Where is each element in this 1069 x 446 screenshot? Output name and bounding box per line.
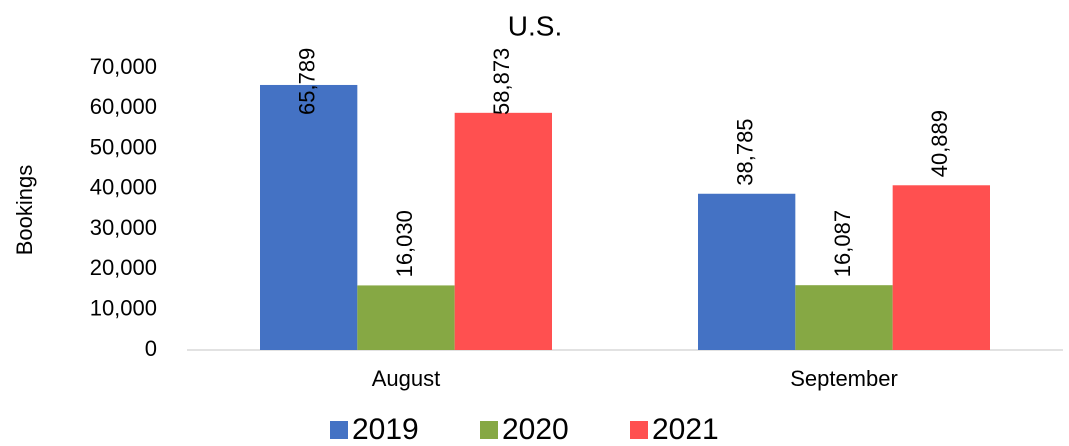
y-tick-label: 30,000	[90, 215, 157, 240]
bar	[357, 285, 455, 350]
legend-label: 2020	[502, 413, 569, 446]
x-tick-label: August	[372, 366, 441, 391]
bar	[454, 112, 552, 350]
y-axis-label: Bookings	[12, 165, 37, 256]
data-label: 16,087	[830, 210, 855, 277]
y-tick-label: 0	[145, 336, 157, 361]
y-tick-label: 10,000	[90, 296, 157, 321]
chart-title: U.S.	[508, 10, 562, 41]
data-label: 16,030	[392, 210, 417, 277]
bar	[260, 84, 358, 350]
data-label: 58,873	[489, 48, 514, 115]
bar	[795, 285, 893, 350]
y-tick-label: 60,000	[90, 94, 157, 119]
data-label: 40,889	[927, 110, 952, 177]
data-label: 38,785	[732, 118, 757, 185]
y-tick-label: 40,000	[90, 175, 157, 200]
data-label: 65,789	[294, 48, 319, 115]
bar	[698, 193, 796, 350]
y-tick-label: 70,000	[90, 54, 157, 79]
y-tick-label: 20,000	[90, 255, 157, 280]
y-tick-label: 50,000	[90, 134, 157, 159]
legend-swatch	[630, 421, 648, 439]
bar	[892, 185, 990, 350]
legend-swatch	[480, 421, 498, 439]
legend-label: 2019	[352, 413, 419, 446]
legend-swatch	[330, 421, 348, 439]
x-tick-label: September	[790, 366, 898, 391]
legend-label: 2021	[652, 413, 719, 446]
